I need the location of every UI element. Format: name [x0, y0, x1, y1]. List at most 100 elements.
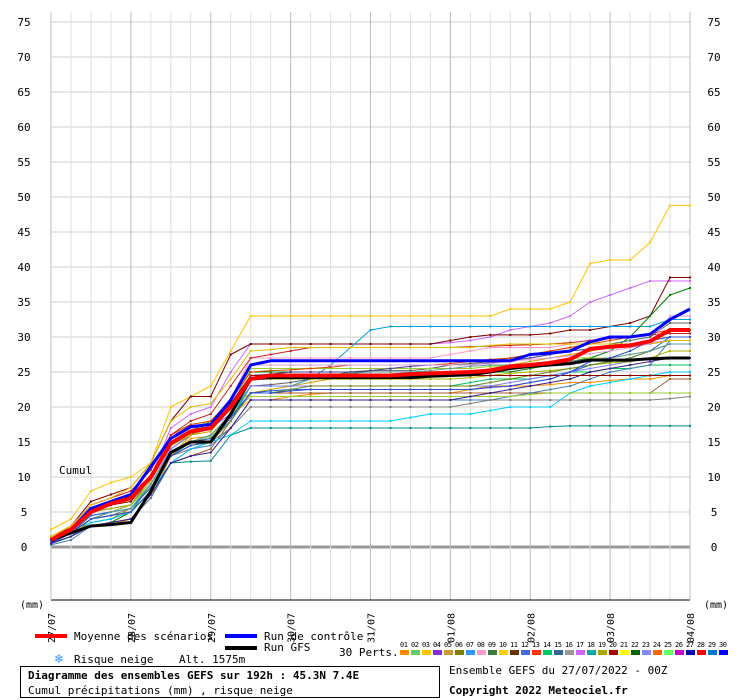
- series-point: [649, 325, 652, 328]
- series-point: [609, 381, 612, 384]
- series-point: [509, 374, 512, 377]
- pert-swatch: [620, 650, 629, 655]
- series-point: [69, 539, 72, 541]
- series-point: [409, 357, 412, 359]
- series-point: [689, 276, 691, 279]
- pert-swatch: [653, 650, 662, 655]
- series-point: [489, 346, 492, 349]
- y-tick-label-left: 60: [17, 121, 30, 134]
- series-point: [409, 385, 412, 387]
- series-point: [529, 374, 532, 377]
- footer-run-info: Ensemble GEFS du 27/07/2022 - 00Z: [449, 664, 668, 677]
- pert-number: 19: [598, 641, 606, 649]
- series-point: [689, 339, 691, 342]
- series-point: [669, 280, 672, 282]
- series-point: [149, 497, 152, 499]
- series-point: [529, 393, 532, 396]
- series-point: [689, 280, 691, 282]
- series-point: [329, 388, 332, 391]
- series-point: [309, 364, 312, 366]
- series-point: [289, 357, 292, 359]
- series-point: [369, 427, 372, 429]
- cumul-annotation: Cumul: [59, 464, 93, 477]
- legend-snow-label: Risque neige: [74, 653, 154, 666]
- series-point: [89, 500, 92, 503]
- series-point: [149, 469, 152, 471]
- series-point: [509, 371, 512, 373]
- series-point: [289, 385, 292, 387]
- series-point: [629, 378, 632, 380]
- series-point: [209, 459, 212, 462]
- series-point: [249, 374, 252, 377]
- series-point: [549, 399, 552, 401]
- series-point: [569, 301, 572, 303]
- series-point: [409, 371, 412, 373]
- series-point: [629, 374, 632, 377]
- series-point: [429, 357, 432, 359]
- series-point: [349, 427, 352, 429]
- series-point: [449, 367, 452, 370]
- series-point: [569, 329, 572, 331]
- series-point: [649, 241, 652, 244]
- series-point: [469, 395, 472, 398]
- pert-swatch: [433, 650, 442, 655]
- series-point: [289, 343, 292, 345]
- series-point: [209, 437, 212, 440]
- series-point: [349, 364, 352, 366]
- series-point: [309, 406, 312, 408]
- series-point: [329, 367, 332, 370]
- pert-swatch: [444, 650, 453, 655]
- series-point: [329, 371, 332, 373]
- series-point: [589, 381, 592, 384]
- series-point: [249, 350, 252, 352]
- series-point: [309, 420, 312, 422]
- series-point: [389, 395, 392, 398]
- series-point: [689, 392, 691, 394]
- series-point: [669, 332, 672, 335]
- series-point: [669, 374, 672, 377]
- series-point: [589, 329, 592, 331]
- series-point: [289, 371, 292, 373]
- series-point: [569, 378, 572, 380]
- legend-control-label: Run de contrôle: [264, 630, 364, 643]
- pert-number: 18: [587, 641, 595, 649]
- series-point: [389, 357, 392, 359]
- series-point: [589, 367, 592, 370]
- series-point: [229, 416, 232, 419]
- series-point: [369, 388, 372, 391]
- series-point: [589, 374, 592, 377]
- series-point: [50, 528, 52, 531]
- series-point: [469, 381, 472, 384]
- series-point: [489, 381, 492, 384]
- series-point: [649, 280, 652, 282]
- series-point: [249, 427, 252, 429]
- series-point: [329, 395, 332, 398]
- snowflake-icon: ❄: [54, 652, 65, 666]
- series-point: [309, 371, 312, 373]
- series-point: [409, 416, 412, 419]
- pert-swatch: [664, 650, 673, 655]
- series-point: [489, 362, 492, 365]
- x-tick-label: 04/08: [686, 613, 697, 643]
- series-point: [629, 350, 632, 352]
- pert-swatch: [587, 650, 596, 655]
- chart-grid: [50, 12, 691, 601]
- series-point: [209, 395, 212, 398]
- series-point: [529, 385, 532, 387]
- series-point: [109, 511, 112, 513]
- series-point: [169, 427, 172, 429]
- y-tick-label-right: 55: [707, 156, 720, 169]
- series-point: [209, 420, 212, 422]
- series-point: [289, 427, 292, 429]
- series-point: [369, 371, 372, 373]
- series-point: [269, 369, 272, 372]
- y-tick-label-left: 50: [17, 191, 30, 204]
- series-point: [449, 392, 452, 394]
- series-point: [489, 336, 492, 338]
- series-point: [409, 343, 412, 345]
- series-point: [489, 344, 492, 347]
- series-point: [489, 392, 492, 394]
- series-point: [689, 204, 691, 207]
- series-point: [689, 364, 691, 366]
- series-point: [329, 406, 332, 408]
